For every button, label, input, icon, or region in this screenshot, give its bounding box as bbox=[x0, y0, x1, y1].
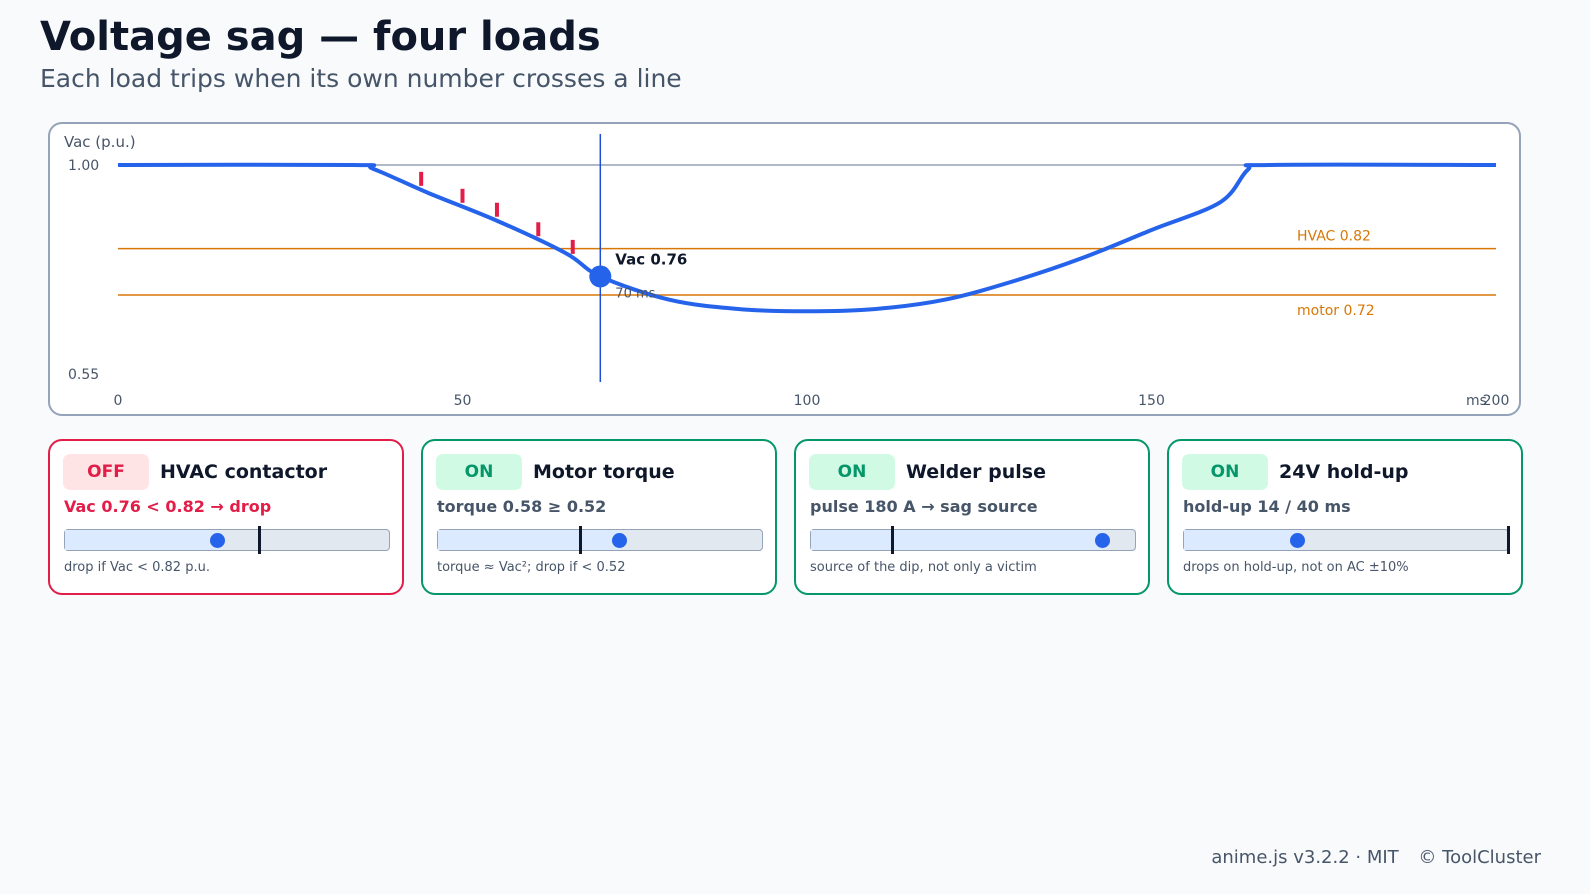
x-tick-label: 0 bbox=[114, 393, 123, 409]
x-axis-label: ms bbox=[1466, 393, 1487, 409]
spike-mark bbox=[570, 239, 575, 254]
load-note: source of the dip, not only a victim bbox=[810, 560, 1037, 575]
meter-level-dot bbox=[1095, 532, 1111, 548]
meter-threshold-mark bbox=[1506, 526, 1510, 554]
meter-fill bbox=[65, 530, 218, 550]
load-readout: torque 0.58 ≥ 0.52 bbox=[437, 497, 607, 516]
page-subtitle: Each load trips when its own number cros… bbox=[40, 64, 682, 93]
spike-mark bbox=[419, 171, 424, 186]
x-tick-label: 200 bbox=[1483, 393, 1510, 409]
threshold-label: motor 0.72 bbox=[1297, 303, 1375, 319]
load-card-motor[interactable]: ON Motor torque torque 0.58 ≥ 0.52 torqu… bbox=[421, 439, 777, 595]
page-title: Voltage sag — four loads bbox=[40, 14, 601, 60]
load-note: drops on hold-up, not on AC ±10% bbox=[1183, 560, 1409, 575]
voltage-sag-chart: HVAC 0.82 motor 0.72 Vac 0.76 70 ms Vac (… bbox=[64, 133, 1510, 409]
sag-spike-marks bbox=[419, 171, 575, 254]
load-title: Welder pulse bbox=[906, 461, 1046, 483]
threshold-label: HVAC 0.82 bbox=[1297, 229, 1371, 245]
x-tick-label: 50 bbox=[454, 393, 472, 409]
load-readout: hold-up 14 / 40 ms bbox=[1183, 497, 1351, 516]
load-meter bbox=[810, 526, 1136, 554]
meter-level-dot bbox=[611, 532, 627, 548]
cursor-time-label: 70 ms bbox=[615, 286, 655, 301]
meter-level-dot bbox=[209, 532, 225, 548]
y-tick-label: 1.00 bbox=[68, 158, 99, 174]
library-credit: anime.js v3.2.2 · MIT bbox=[1211, 847, 1399, 868]
footer: anime.js v3.2.2 · MIT © ToolCluster bbox=[1211, 847, 1541, 868]
status-badge: OFF bbox=[63, 454, 149, 490]
time-cursor-handle[interactable] bbox=[589, 265, 612, 288]
meter-fill bbox=[1184, 530, 1298, 550]
meter-fill bbox=[438, 530, 620, 550]
x-tick-label: 150 bbox=[1138, 393, 1165, 409]
meter-threshold-mark bbox=[890, 526, 894, 554]
vac-series-line bbox=[117, 162, 1497, 314]
status-badge: ON bbox=[1182, 454, 1268, 490]
load-title: HVAC contactor bbox=[160, 461, 328, 483]
spike-mark bbox=[460, 188, 465, 203]
x-tick-labels: 0 50 100 150 200 bbox=[114, 393, 1510, 409]
y-tick-label: 0.55 bbox=[68, 367, 99, 383]
copyright: © ToolCluster bbox=[1418, 847, 1541, 868]
status-badge: ON bbox=[436, 454, 522, 490]
meter-level-dot bbox=[1289, 532, 1305, 548]
load-card-welder[interactable]: ON Welder pulse pulse 180 A → sag source… bbox=[794, 439, 1150, 595]
meter-threshold-mark bbox=[579, 526, 583, 554]
load-meter bbox=[64, 526, 390, 554]
threshold-lines: HVAC 0.82 motor 0.72 bbox=[118, 229, 1496, 319]
load-title: Motor torque bbox=[533, 461, 675, 483]
load-meter bbox=[1183, 526, 1510, 554]
meter-threshold-mark bbox=[257, 526, 261, 554]
meter-fill bbox=[811, 530, 1103, 550]
x-tick-label: 100 bbox=[794, 393, 821, 409]
load-readout: Vac 0.76 < 0.82 → drop bbox=[64, 497, 272, 516]
spike-mark bbox=[494, 202, 499, 217]
load-readout: pulse 180 A → sag source bbox=[810, 497, 1038, 516]
load-card-holdup[interactable]: ON 24V hold-up hold-up 14 / 40 ms drops … bbox=[1167, 439, 1523, 595]
cursor-value-label: Vac 0.76 bbox=[615, 250, 687, 268]
load-card-hvac[interactable]: OFF HVAC contactor Vac 0.76 < 0.82 → dro… bbox=[48, 439, 404, 595]
load-meter bbox=[437, 526, 763, 554]
spike-mark bbox=[536, 222, 541, 237]
load-title: 24V hold-up bbox=[1279, 461, 1409, 483]
load-note: drop if Vac < 0.82 p.u. bbox=[64, 560, 210, 575]
sag-plot-card: HVAC 0.82 motor 0.72 Vac 0.76 70 ms Vac (… bbox=[48, 122, 1521, 416]
load-note: torque ≈ Vac²; drop if < 0.52 bbox=[437, 560, 626, 575]
y-axis-label: Vac (p.u.) bbox=[64, 133, 136, 151]
status-badge: ON bbox=[809, 454, 895, 490]
